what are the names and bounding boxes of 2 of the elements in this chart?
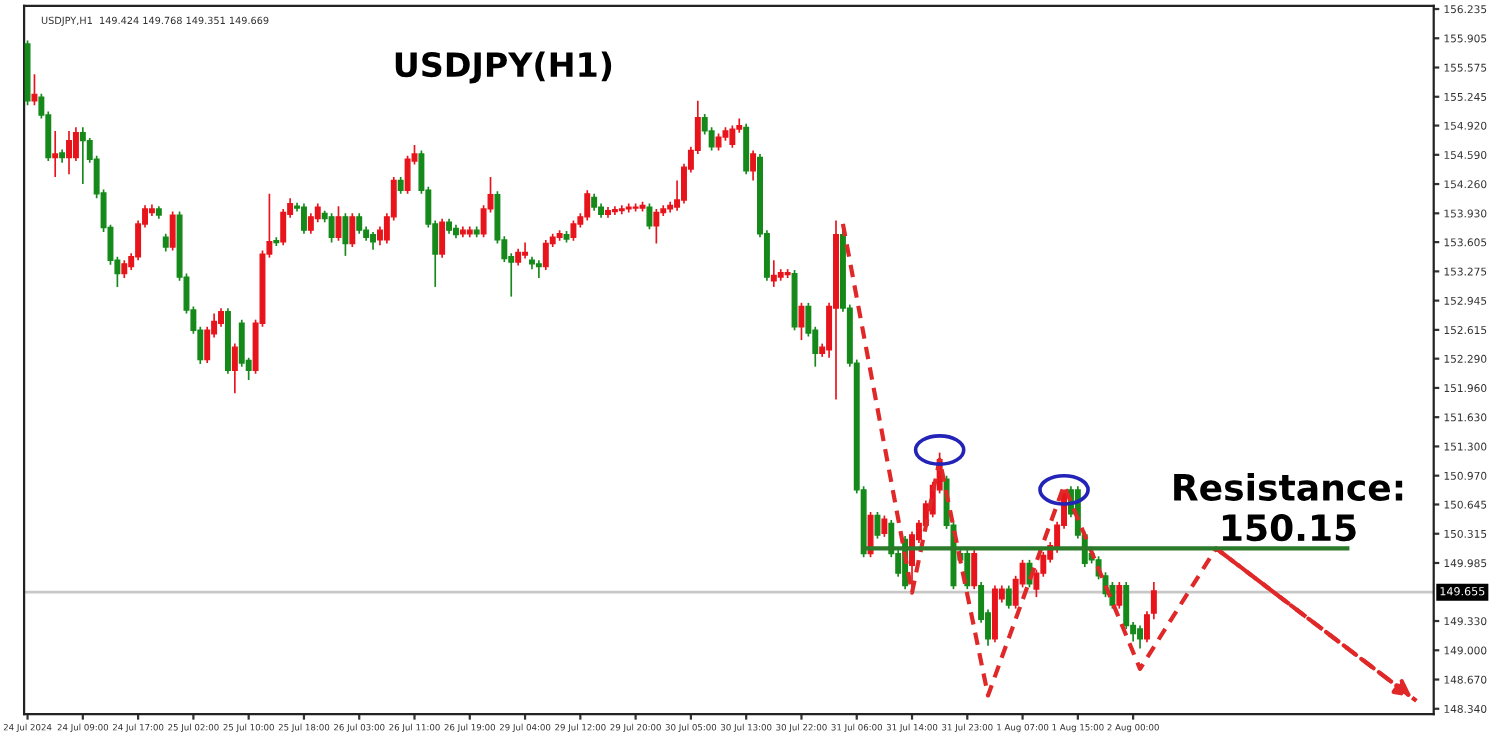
text: USDJPY(H1): [395, 51, 612, 84]
annotation: Resistance: 150.15: [1174, 472, 1403, 542]
